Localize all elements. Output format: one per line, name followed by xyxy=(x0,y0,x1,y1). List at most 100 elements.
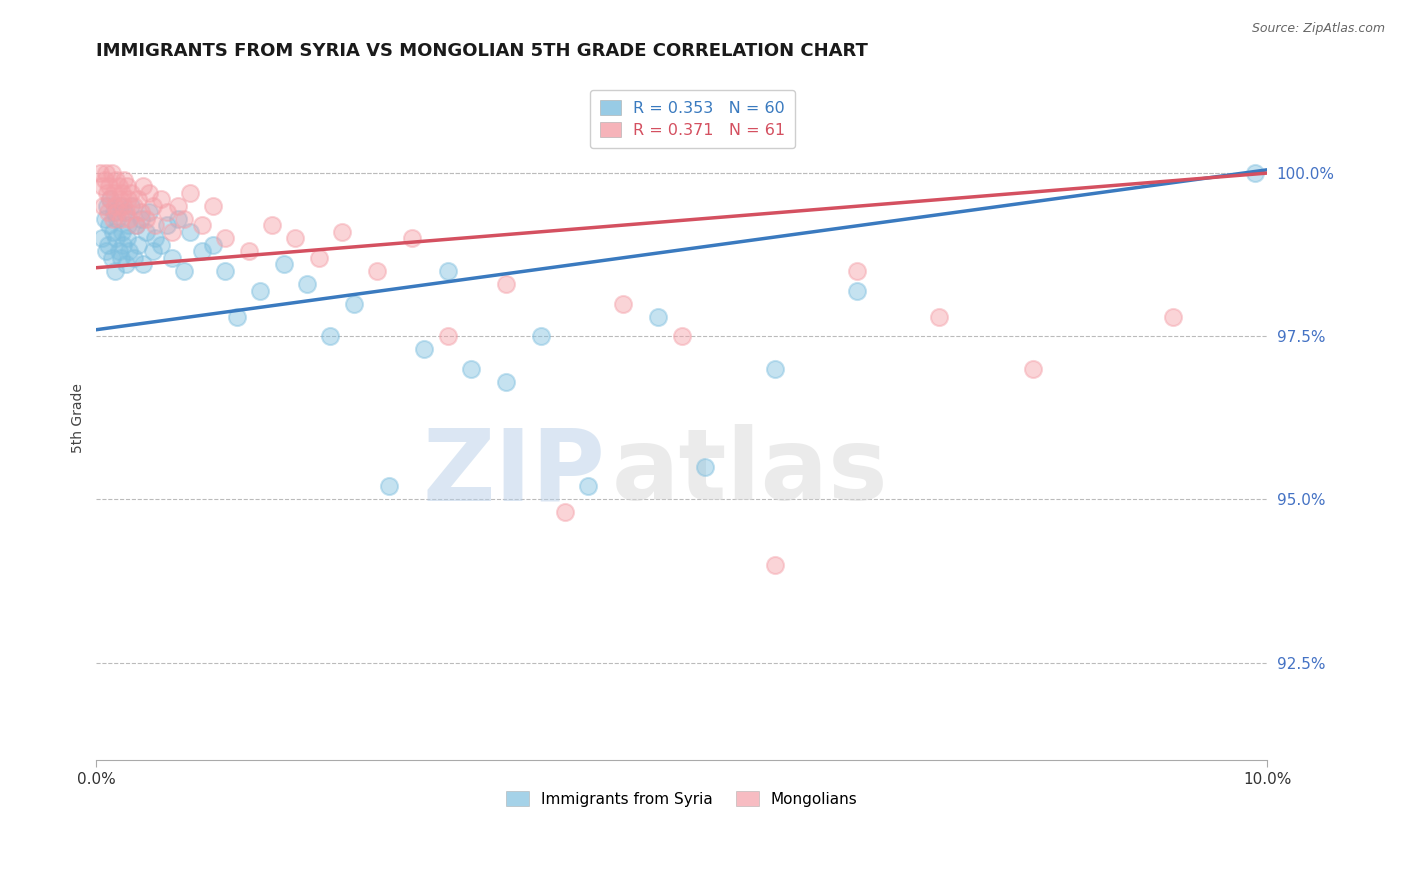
Point xyxy=(115,179,138,194)
Point xyxy=(141,199,163,213)
Point xyxy=(121,186,143,200)
Point xyxy=(129,211,152,226)
Point xyxy=(93,172,115,186)
Point xyxy=(460,362,482,376)
Point xyxy=(554,505,576,519)
Point xyxy=(202,238,225,252)
Point xyxy=(190,219,212,233)
Point xyxy=(117,192,139,206)
Point xyxy=(295,277,318,291)
Point xyxy=(112,199,135,213)
Point xyxy=(576,479,599,493)
Point xyxy=(122,251,145,265)
Point xyxy=(111,186,134,200)
Point xyxy=(101,211,124,226)
Point xyxy=(121,199,143,213)
Point xyxy=(125,219,148,233)
Point xyxy=(173,264,195,278)
Point xyxy=(97,238,120,252)
Point xyxy=(436,264,458,278)
Point xyxy=(155,219,177,233)
Point xyxy=(173,211,195,226)
Point xyxy=(91,231,114,245)
Point xyxy=(105,172,128,186)
Point xyxy=(122,199,145,213)
Point xyxy=(155,205,177,219)
Point xyxy=(100,192,122,206)
Point xyxy=(143,219,166,233)
Point xyxy=(141,244,163,259)
Point xyxy=(260,219,283,233)
Point xyxy=(100,192,122,206)
Point xyxy=(162,225,184,239)
Point xyxy=(129,205,152,219)
Text: Source: ZipAtlas.com: Source: ZipAtlas.com xyxy=(1251,22,1385,36)
Point xyxy=(612,296,634,310)
Point xyxy=(1022,362,1045,376)
Point xyxy=(128,238,150,252)
Point xyxy=(249,284,271,298)
Point xyxy=(96,199,118,213)
Point xyxy=(214,264,236,278)
Point xyxy=(93,199,115,213)
Point xyxy=(110,211,132,226)
Point xyxy=(284,231,307,245)
Point xyxy=(179,225,201,239)
Point xyxy=(202,199,225,213)
Point xyxy=(162,251,184,265)
Point xyxy=(928,310,950,324)
Point xyxy=(214,231,236,245)
Point xyxy=(111,225,134,239)
Point xyxy=(91,179,114,194)
Point xyxy=(98,179,121,194)
Point xyxy=(110,251,132,265)
Point xyxy=(149,238,172,252)
Point xyxy=(167,199,190,213)
Text: ZIP: ZIP xyxy=(423,424,606,521)
Point xyxy=(118,211,141,226)
Point xyxy=(125,219,148,233)
Point xyxy=(134,211,156,226)
Point xyxy=(100,251,122,265)
Point xyxy=(343,296,366,310)
Point xyxy=(94,244,117,259)
Point xyxy=(107,211,129,226)
Point xyxy=(98,219,121,233)
Point xyxy=(103,205,125,219)
Point xyxy=(108,192,131,206)
Point xyxy=(530,329,553,343)
Point xyxy=(114,205,136,219)
Point xyxy=(104,199,127,213)
Point xyxy=(100,166,122,180)
Point xyxy=(366,264,388,278)
Point xyxy=(115,231,138,245)
Point xyxy=(132,179,155,194)
Point xyxy=(94,166,117,180)
Point xyxy=(1244,166,1267,180)
Point xyxy=(495,375,517,389)
Point xyxy=(138,205,160,219)
Point xyxy=(107,179,129,194)
Point xyxy=(134,225,156,239)
Point xyxy=(107,244,129,259)
Point xyxy=(103,186,125,200)
Point xyxy=(105,231,128,245)
Point xyxy=(238,244,260,259)
Point xyxy=(179,186,201,200)
Point xyxy=(89,166,111,180)
Point xyxy=(132,257,155,271)
Point xyxy=(104,264,127,278)
Point xyxy=(401,231,423,245)
Y-axis label: 5th Grade: 5th Grade xyxy=(72,383,86,453)
Point xyxy=(167,211,190,226)
Point xyxy=(671,329,693,343)
Point xyxy=(846,284,869,298)
Point xyxy=(149,192,172,206)
Point xyxy=(413,343,436,357)
Point xyxy=(763,362,786,376)
Point xyxy=(114,257,136,271)
Text: IMMIGRANTS FROM SYRIA VS MONGOLIAN 5TH GRADE CORRELATION CHART: IMMIGRANTS FROM SYRIA VS MONGOLIAN 5TH G… xyxy=(97,42,869,60)
Text: atlas: atlas xyxy=(612,424,889,521)
Point xyxy=(273,257,295,271)
Point xyxy=(436,329,458,343)
